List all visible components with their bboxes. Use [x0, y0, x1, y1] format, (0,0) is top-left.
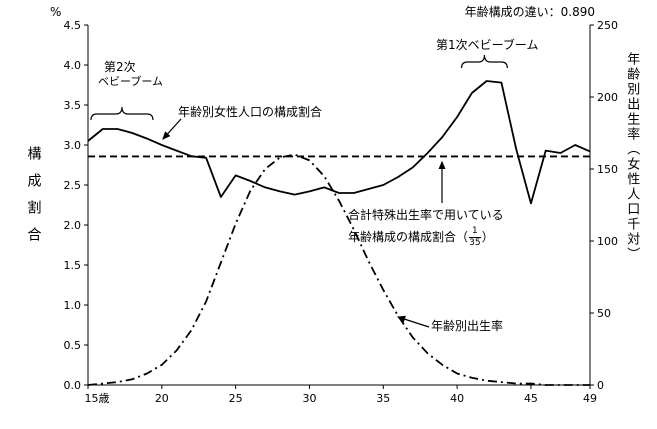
svg-text:45: 45	[524, 392, 538, 405]
svg-text:15歳: 15歳	[85, 392, 110, 405]
fraction-denominator: 35	[469, 237, 481, 248]
svg-text:4.5: 4.5	[64, 19, 82, 32]
svg-text:100: 100	[597, 235, 618, 248]
second-baby-boom-annotation: 第2次 ベビーブーム	[98, 60, 163, 89]
tfr-weight-line2-prefix: 年齢構成の構成割合（	[348, 229, 469, 244]
svg-text:50: 50	[597, 307, 611, 320]
svg-text:2.0: 2.0	[64, 219, 82, 232]
left-axis-unit: %	[50, 5, 62, 19]
svg-text:25: 25	[229, 392, 243, 405]
svg-text:1.0: 1.0	[64, 299, 82, 312]
svg-text:30: 30	[302, 392, 316, 405]
birthrate-series-label: 年齢別出生率	[431, 319, 504, 333]
svg-text:20: 20	[155, 392, 169, 405]
svg-text:35: 35	[376, 392, 390, 405]
svg-text:3.0: 3.0	[64, 139, 82, 152]
left-axis-title: 構成割合	[25, 146, 42, 254]
tfr-weight-line2: 年齢構成の構成割合（ 1 35 ）	[348, 226, 504, 248]
svg-text:2.5: 2.5	[64, 179, 82, 192]
fraction-numerator: 1	[469, 226, 481, 238]
tfr-weight-line1: 合計特殊出生率で用いている	[348, 207, 504, 222]
svg-text:49: 49	[583, 392, 597, 405]
tfr-weight-line2-suffix: ）	[481, 229, 494, 244]
svg-text:40: 40	[450, 392, 464, 405]
svg-text:3.5: 3.5	[64, 99, 82, 112]
second-baby-boom-line1: 第2次	[104, 60, 136, 74]
chart-title: 年齢構成の違い：0.890	[464, 5, 595, 19]
first-baby-boom-annotation: 第1次ベビーブーム	[436, 38, 539, 52]
svg-text:0.0: 0.0	[64, 379, 82, 392]
svg-text:200: 200	[597, 91, 618, 104]
svg-text:0: 0	[597, 379, 604, 392]
svg-text:1.5: 1.5	[64, 259, 82, 272]
right-axis-title: 年齢別出生率（女性人口千対）	[624, 52, 640, 262]
tfr-weight-annotation: 合計特殊出生率で用いている 年齢構成の構成割合（ 1 35 ）	[348, 204, 504, 248]
one-over-35-fraction: 1 35	[469, 226, 481, 248]
svg-text:150: 150	[597, 163, 618, 176]
population-share-series-label: 年齢別女性人口の構成割合	[178, 105, 323, 119]
second-baby-boom-line2: ベビーブーム	[98, 75, 164, 88]
svg-text:250: 250	[597, 19, 618, 32]
svg-text:4.0: 4.0	[64, 59, 82, 72]
svg-text:0.5: 0.5	[64, 339, 82, 352]
